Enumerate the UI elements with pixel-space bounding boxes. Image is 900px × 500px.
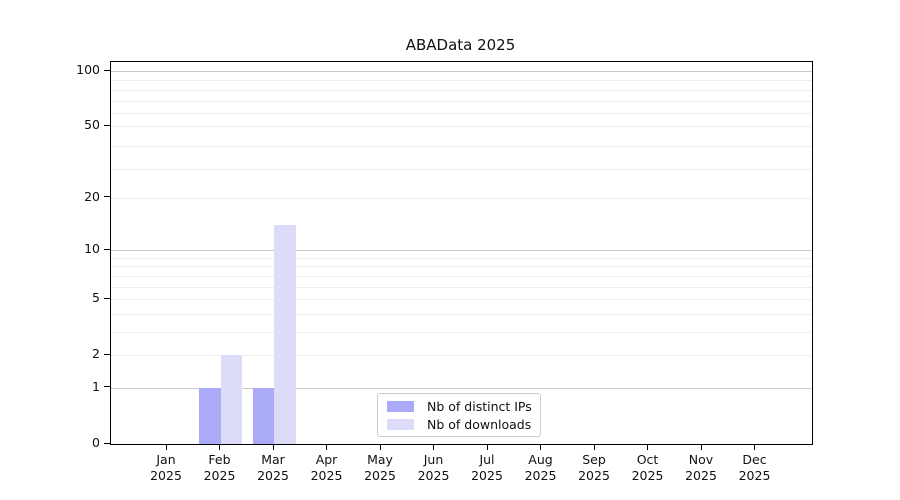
x-tick-year: 2025 bbox=[738, 468, 771, 483]
gridline-minor bbox=[111, 126, 812, 128]
chart-title: ABAData 2025 bbox=[405, 36, 516, 54]
x-tick-year: 2025 bbox=[203, 468, 236, 483]
plot-area bbox=[110, 61, 813, 445]
legend-swatch-downloads bbox=[387, 418, 414, 430]
x-tick-month: Dec bbox=[742, 452, 767, 467]
x-tick-month: Jun bbox=[423, 452, 444, 467]
x-tick bbox=[219, 444, 220, 450]
x-tick-month: Apr bbox=[315, 452, 338, 467]
y-tick-label: 0 bbox=[92, 435, 100, 450]
bar bbox=[274, 225, 296, 444]
x-tick bbox=[433, 444, 434, 450]
x-tick-year: 2025 bbox=[524, 468, 557, 483]
x-tick-year: 2025 bbox=[578, 468, 610, 483]
x-tick bbox=[326, 444, 327, 450]
x-tick-month: Aug bbox=[528, 452, 553, 467]
gridline-minor bbox=[111, 286, 812, 288]
x-tick bbox=[379, 444, 381, 450]
x-tick-month: Mar bbox=[261, 452, 285, 467]
gridline-minor bbox=[111, 313, 812, 315]
bar bbox=[220, 355, 242, 444]
gridline-minor bbox=[111, 197, 812, 199]
y-tick bbox=[104, 353, 110, 355]
y-tick bbox=[104, 69, 110, 71]
gridline-major bbox=[111, 71, 812, 72]
x-tick bbox=[165, 444, 167, 450]
y-tick bbox=[104, 297, 110, 299]
gridline-minor bbox=[111, 355, 812, 357]
gridline-minor bbox=[111, 80, 812, 82]
x-tick-label: Aug 2025 bbox=[499, 452, 583, 484]
x-tick-year: 2025 bbox=[150, 468, 182, 483]
x-tick-year: 2025 bbox=[310, 468, 343, 483]
x-tick bbox=[486, 444, 488, 450]
y-tick-label: 50 bbox=[84, 117, 100, 133]
gridline-minor bbox=[111, 169, 812, 171]
x-tick-year: 2025 bbox=[631, 468, 664, 483]
x-tick-label: Jun 2025 bbox=[392, 452, 476, 484]
y-tick bbox=[104, 442, 110, 444]
bar bbox=[199, 387, 221, 444]
gridline-minor bbox=[111, 257, 812, 259]
x-tick-year: 2025 bbox=[685, 468, 717, 483]
y-tick-label: 100 bbox=[76, 62, 100, 77]
gridline-minor bbox=[111, 100, 812, 102]
gridline-minor bbox=[111, 145, 812, 147]
x-tick bbox=[540, 444, 541, 450]
x-tick-label: May 2025 bbox=[338, 452, 422, 484]
gridline-major bbox=[111, 250, 812, 252]
x-tick-year: 2025 bbox=[257, 468, 289, 483]
y-tick-label: 1 bbox=[92, 378, 100, 394]
gridline-minor bbox=[111, 89, 812, 91]
gridline-minor bbox=[111, 275, 812, 277]
x-tick-month: Jan bbox=[156, 452, 176, 467]
legend-item: Nb of downloads bbox=[378, 417, 540, 432]
legend-item: Nb of distinct IPs bbox=[378, 399, 540, 414]
x-tick-month: Oct bbox=[636, 452, 659, 467]
x-tick-label: Jan 2025 bbox=[124, 452, 208, 484]
x-tick-label: Nov 2025 bbox=[659, 452, 743, 484]
gridline-minor bbox=[111, 299, 812, 301]
y-tick bbox=[104, 248, 110, 250]
x-tick bbox=[593, 444, 595, 450]
y-tick-label: 2 bbox=[92, 346, 100, 362]
x-tick-label: Oct 2025 bbox=[606, 452, 690, 484]
x-tick bbox=[272, 444, 274, 450]
x-tick-label: Apr 2025 bbox=[285, 452, 369, 484]
x-tick-year: 2025 bbox=[471, 468, 503, 483]
y-tick-label: 10 bbox=[84, 241, 100, 257]
y-tick-label: 5 bbox=[92, 290, 100, 306]
y-tick bbox=[104, 196, 110, 198]
x-tick-label: Mar 2025 bbox=[231, 452, 315, 484]
legend-swatch-distinct-ips bbox=[387, 400, 414, 412]
gridline-minor bbox=[111, 331, 812, 333]
x-tick-month: Jul bbox=[479, 452, 495, 467]
x-tick-label: Feb 2025 bbox=[178, 452, 262, 484]
gridline-minor bbox=[111, 113, 812, 115]
legend-label: Nb of distinct IPs bbox=[427, 398, 532, 414]
x-tick-label: Sep 2025 bbox=[552, 452, 636, 484]
x-tick-label: Dec 2025 bbox=[713, 452, 797, 484]
x-tick-month: Feb bbox=[208, 452, 231, 467]
y-tick bbox=[104, 386, 110, 388]
x-tick bbox=[700, 444, 702, 450]
gridline-minor bbox=[111, 266, 812, 268]
y-tick-label: 20 bbox=[84, 188, 100, 204]
legend-label: Nb of downloads bbox=[427, 416, 532, 432]
x-tick bbox=[647, 444, 648, 450]
x-tick-year: 2025 bbox=[364, 468, 396, 483]
y-tick bbox=[104, 124, 110, 126]
x-tick-month: Nov bbox=[688, 452, 714, 467]
x-tick bbox=[754, 444, 755, 450]
x-tick-label: Jul 2025 bbox=[445, 452, 529, 484]
bar bbox=[252, 387, 274, 444]
gridline-major bbox=[111, 387, 812, 389]
x-tick-year: 2025 bbox=[417, 468, 450, 483]
x-tick-month: May bbox=[367, 452, 393, 467]
x-tick-month: Sep bbox=[582, 452, 606, 467]
legend: Nb of distinct IPs Nb of downloads bbox=[377, 393, 541, 437]
